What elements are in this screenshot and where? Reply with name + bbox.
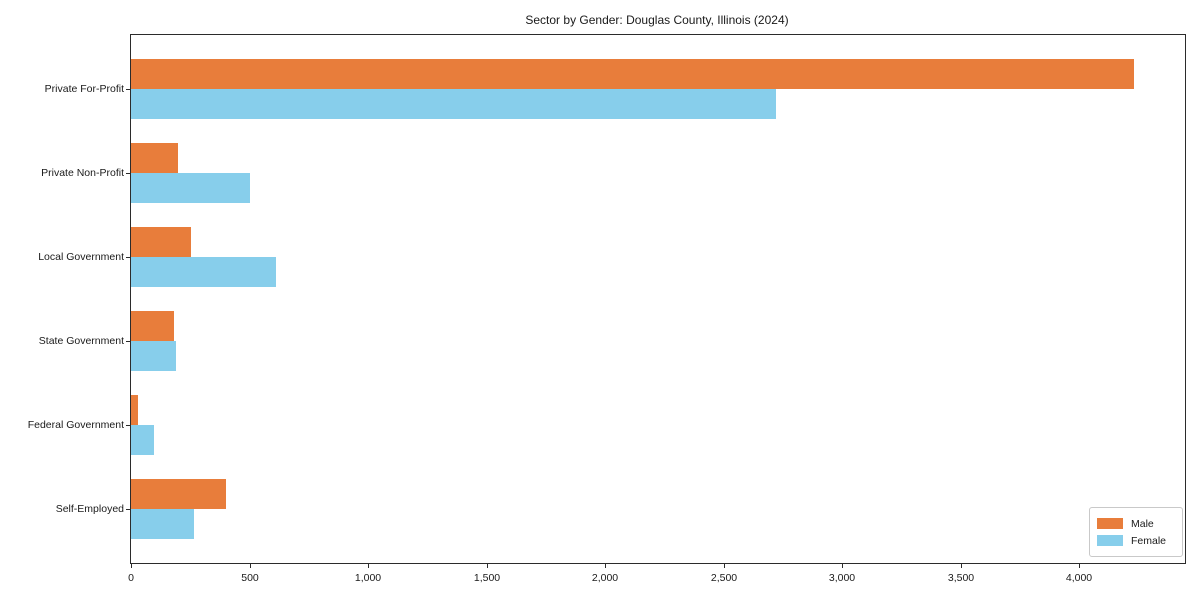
x-tick-label: 2,500: [710, 572, 738, 584]
x-tick-label: 0: [128, 572, 134, 584]
legend: Male Female: [1089, 507, 1183, 557]
x-tick-mark: [487, 564, 488, 568]
y-tick-mark: [126, 509, 130, 510]
bar-male-1: [131, 59, 1134, 89]
x-tick-label: 2,000: [591, 572, 619, 584]
bar-female-1: [131, 89, 776, 119]
y-tick-mark: [126, 89, 130, 90]
x-tick-label: 4,000: [1065, 572, 1093, 584]
legend-entry-female: Female: [1097, 533, 1175, 548]
bar-female-5: [131, 425, 154, 455]
bar-male-4: [131, 311, 174, 341]
y-tick-label: Federal Government: [27, 419, 124, 431]
x-tick-mark: [605, 564, 606, 568]
legend-label-female: Female: [1131, 534, 1167, 547]
x-tick-label: 3,500: [947, 572, 975, 584]
y-tick-mark: [126, 425, 130, 426]
legend-entry-male: Male: [1097, 516, 1175, 531]
legend-swatch-male: [1097, 518, 1123, 529]
x-tick-mark: [961, 564, 962, 568]
x-tick-mark: [1079, 564, 1080, 568]
legend-label-male: Male: [1131, 517, 1154, 530]
y-tick-label: Private Non-Profit: [41, 167, 124, 179]
y-tick-mark: [126, 173, 130, 174]
y-tick-label: State Government: [38, 335, 124, 347]
x-tick-mark: [724, 564, 725, 568]
bar-male-2: [131, 143, 178, 173]
chart-title: Sector by Gender: Douglas County, Illino…: [525, 13, 789, 27]
bar-male-6: [131, 479, 226, 509]
x-tick-mark: [250, 564, 251, 568]
x-tick-mark: [842, 564, 843, 568]
x-tick-mark: [131, 564, 132, 568]
legend-swatch-female: [1097, 535, 1123, 546]
bar-female-3: [131, 257, 276, 287]
x-tick-label: 3,000: [828, 572, 856, 584]
plot-area: Private For-Profit Private Non-Profit Loca…: [28, 34, 1186, 584]
y-tick-label: Self-Employed: [55, 503, 124, 515]
bar-female-4: [131, 341, 176, 371]
x-tick-mark: [368, 564, 369, 568]
bar-male-5: [131, 395, 138, 425]
bar-male-3: [131, 227, 191, 257]
x-tick-label: 1,500: [473, 572, 501, 584]
bar-female-6: [131, 509, 194, 539]
y-tick-mark: [126, 341, 130, 342]
x-tick-label: 1,000: [354, 572, 382, 584]
y-tick-mark: [126, 257, 130, 258]
bar-female-2: [131, 173, 250, 203]
x-tick-label: 500: [241, 572, 259, 584]
y-tick-label: Private For-Profit: [44, 83, 124, 95]
y-tick-label: Local Government: [38, 251, 124, 263]
